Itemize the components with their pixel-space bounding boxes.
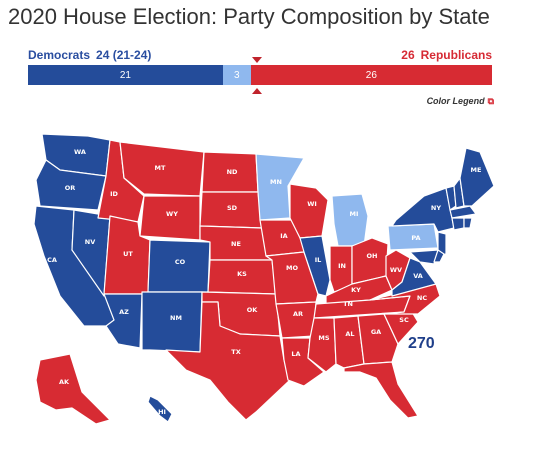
republicans-summary: 26 Republicans xyxy=(401,48,492,62)
democrats-label: Democrats xyxy=(28,48,91,62)
label-IN: IN xyxy=(338,262,346,270)
state-MA[interactable] xyxy=(449,205,477,219)
label-ME: ME xyxy=(471,166,482,174)
label-KY: KY xyxy=(351,286,361,294)
logo-win: TOWIN xyxy=(408,352,442,364)
color-legend-label: Color Legend xyxy=(426,96,485,106)
state-MT[interactable] xyxy=(119,141,205,197)
state-NY[interactable] xyxy=(391,187,455,233)
label-AZ: AZ xyxy=(119,308,129,316)
label-MO: MO xyxy=(286,264,298,272)
state-HI[interactable] xyxy=(147,395,173,423)
state-AK[interactable] xyxy=(35,353,111,425)
label-IA: IA xyxy=(280,232,287,240)
label-OK: OK xyxy=(247,306,259,314)
republicans-label: Republicans xyxy=(420,48,492,62)
state-RI[interactable] xyxy=(463,217,473,229)
state-WY[interactable] xyxy=(139,195,201,241)
bar-republican-segment[interactable]: 26 xyxy=(250,65,492,85)
label-TX: TX xyxy=(231,348,240,356)
state-ME[interactable] xyxy=(459,147,495,207)
label-NM: NM xyxy=(170,314,182,322)
label-NC: NC xyxy=(417,294,427,302)
majority-marker-top xyxy=(252,57,262,63)
democrats-summary: Democrats 24 (21-24) xyxy=(28,48,151,62)
label-TN: TN xyxy=(343,300,353,308)
party-summary: Democrats 24 (21-24) 26 Republicans xyxy=(28,48,492,62)
label-HI: HI xyxy=(158,408,166,416)
270towin-logo[interactable]: 270 TOWIN xyxy=(408,336,442,376)
label-MI: MI xyxy=(350,210,359,218)
label-VA: VA xyxy=(413,272,423,280)
label-ID: ID xyxy=(110,190,118,198)
label-SD: SD xyxy=(227,204,238,212)
page-title: 2020 House Election: Party Composition b… xyxy=(8,4,490,29)
republicans-count: 26 xyxy=(401,48,415,62)
label-WA: WA xyxy=(74,148,86,156)
state-FL[interactable] xyxy=(343,361,419,419)
label-ND: ND xyxy=(227,168,238,176)
bar-tied-segment[interactable]: 3 xyxy=(222,65,251,85)
logo-to: TO xyxy=(408,355,418,362)
label-CO: CO xyxy=(175,258,186,266)
label-SC: SC xyxy=(399,316,409,324)
state-TX[interactable] xyxy=(165,301,291,421)
label-IL: IL xyxy=(315,256,322,264)
label-PA: PA xyxy=(411,234,420,242)
state-MI[interactable] xyxy=(331,193,369,247)
logo-win-text: WIN xyxy=(417,352,438,363)
majority-marker-bottom xyxy=(252,88,262,94)
state-NC[interactable] xyxy=(369,283,441,315)
label-OR: OR xyxy=(65,184,76,192)
state-DE[interactable] xyxy=(433,249,445,263)
label-AK: AK xyxy=(59,378,70,386)
state-WI[interactable] xyxy=(289,183,329,239)
label-NY: NY xyxy=(431,204,441,212)
state-NJ[interactable] xyxy=(437,231,447,257)
label-MT: MT xyxy=(155,164,166,172)
external-link-icon: ⧉ xyxy=(487,96,494,106)
state-NV[interactable] xyxy=(71,209,111,297)
label-AR: AR xyxy=(293,310,303,318)
label-FL: FL xyxy=(396,370,405,378)
composition-bar: 21 3 26 xyxy=(28,65,492,85)
logo-number: 270 xyxy=(408,335,435,352)
label-GA: GA xyxy=(371,328,381,336)
label-CA: CA xyxy=(47,256,57,264)
label-LA: LA xyxy=(291,350,300,358)
label-AL: AL xyxy=(345,330,354,338)
state-AR[interactable] xyxy=(275,301,317,339)
label-WY: WY xyxy=(166,210,178,218)
state-CO[interactable] xyxy=(147,239,211,293)
state-GA[interactable] xyxy=(357,313,399,365)
label-OH: OH xyxy=(367,252,378,260)
democrats-count: 24 (21-24) xyxy=(96,48,152,62)
label-WV: WV xyxy=(390,266,402,274)
color-legend-link[interactable]: Color Legend ⧉ xyxy=(427,96,494,107)
label-NV: NV xyxy=(85,238,95,246)
bar-democrat-segment[interactable]: 21 xyxy=(28,65,223,85)
label-UT: UT xyxy=(123,250,133,258)
label-WI: WI xyxy=(307,200,317,208)
label-MS: MS xyxy=(318,334,329,342)
label-NE: NE xyxy=(231,240,241,248)
state-NM[interactable] xyxy=(141,291,203,353)
state-MD[interactable] xyxy=(409,249,439,265)
label-MN: MN xyxy=(270,178,282,186)
state-CT[interactable] xyxy=(451,217,465,231)
label-KS: KS xyxy=(237,270,247,278)
state-OR[interactable] xyxy=(35,159,107,211)
